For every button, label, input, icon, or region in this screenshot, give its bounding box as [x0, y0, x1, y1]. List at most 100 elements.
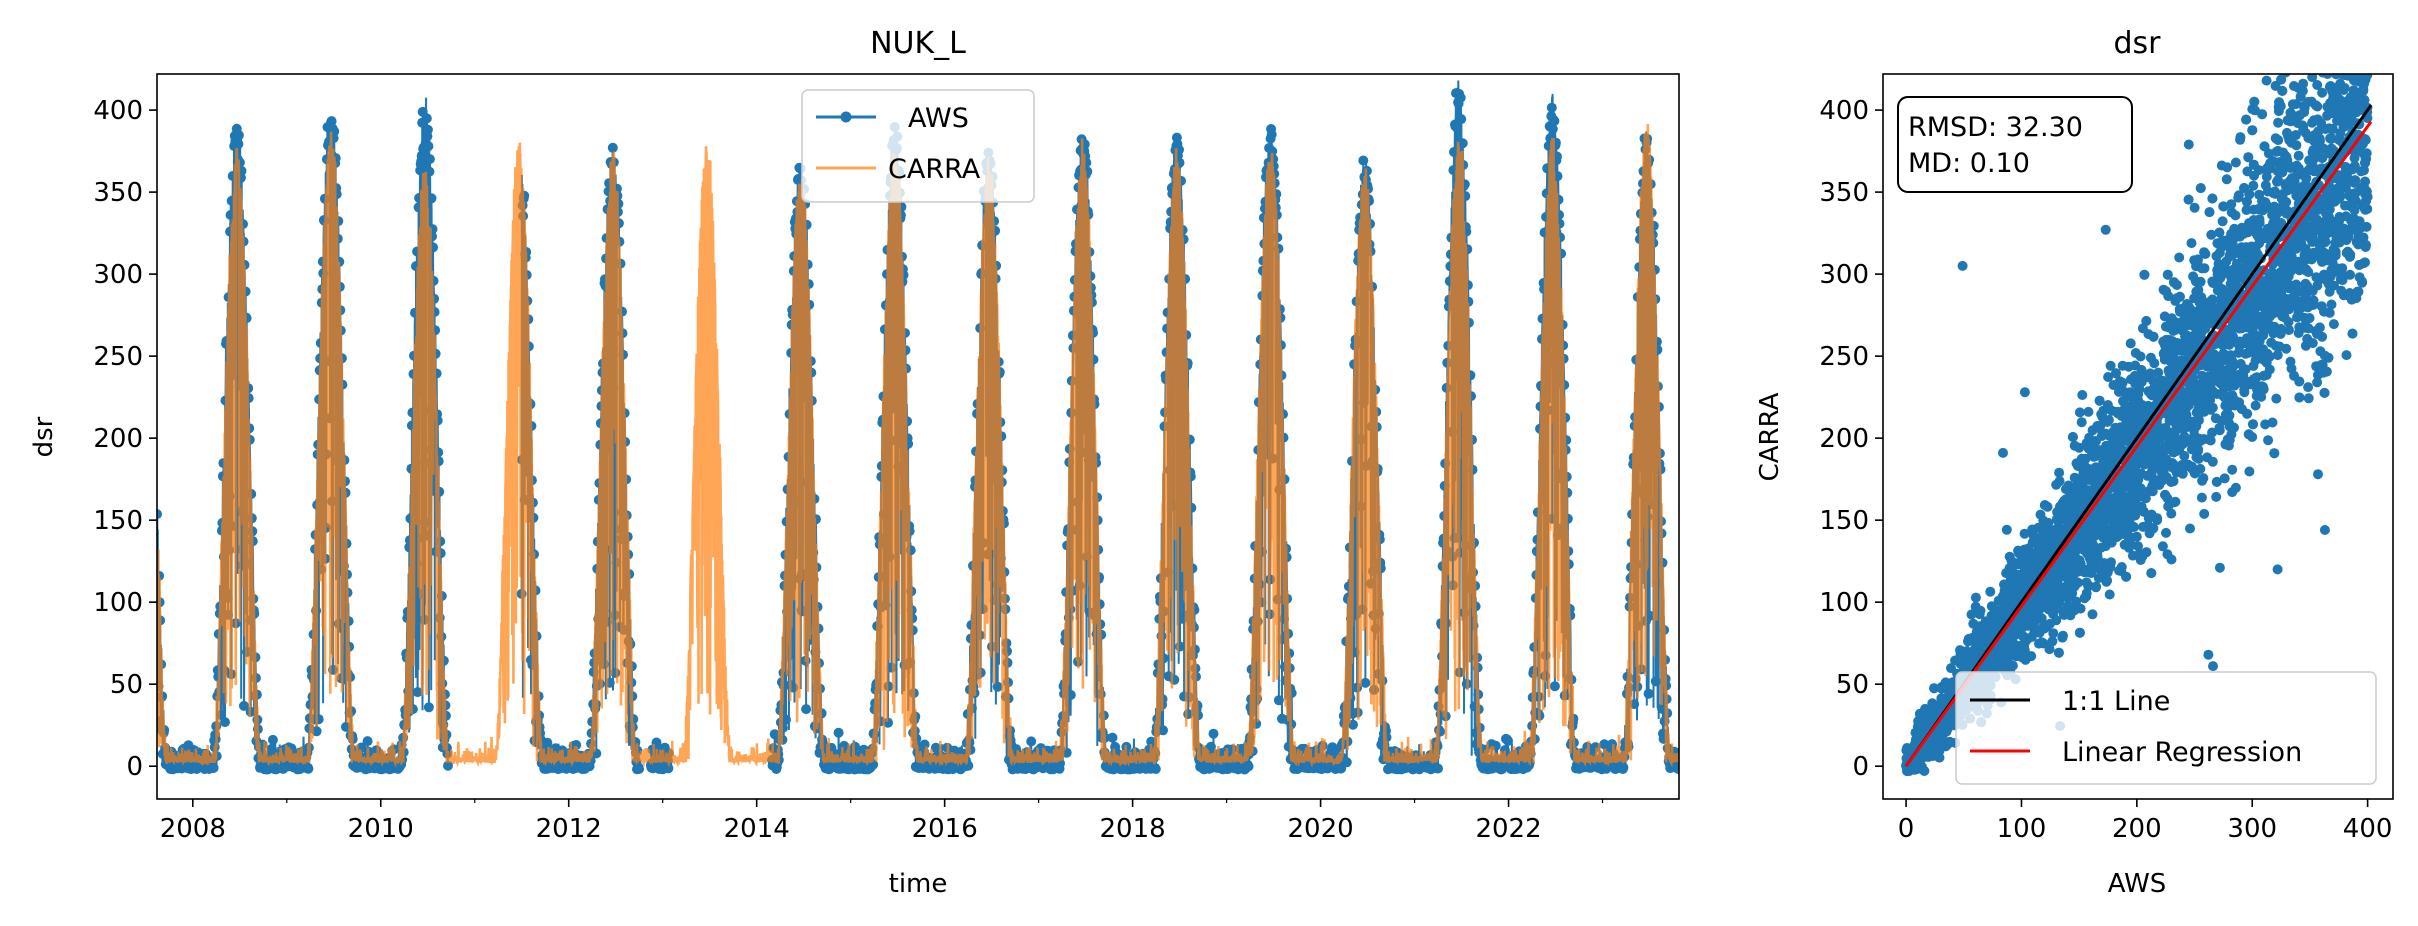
scatter-point: [2273, 175, 2283, 185]
aws-point: [220, 717, 230, 728]
aws-point: [412, 687, 423, 698]
aws-point: [1433, 763, 1443, 774]
scatter-point: [2345, 58, 2355, 68]
scatter-point: [2332, 12, 2342, 22]
scatter-point: [2035, 509, 2046, 520]
scatter-point: [2345, 54, 2355, 64]
left-x-tick-label: 2018: [1100, 814, 1166, 844]
scatter-point: [2196, 492, 2207, 503]
scatter-point: [2315, 10, 2325, 20]
scatter-point: [2328, 24, 2338, 34]
legend-aws-label: AWS: [908, 103, 969, 134]
scatter-point: [2239, 387, 2250, 398]
scatter-point: [2174, 252, 2185, 263]
scatter-point: [2350, 52, 2360, 62]
scatter-point: [2359, 60, 2369, 70]
scatter-point: [2353, 51, 2363, 61]
scatter-point: [2324, 0, 2334, 4]
scatter-point: [2158, 466, 2169, 477]
scatter-point: [2351, 57, 2361, 67]
time-series-plot-area: [157, 80, 1679, 775]
scatter-point: [2157, 541, 2168, 552]
scatter-point: [2230, 157, 2241, 168]
aws-point: [833, 727, 844, 738]
aws-point: [663, 763, 674, 774]
scatter-point: [2360, 15, 2370, 25]
left-x-tick-label: 2020: [1287, 814, 1353, 844]
scatter-point: [2356, 14, 2366, 24]
scatter-point: [2104, 589, 2115, 600]
aws-point: [1107, 732, 1118, 743]
aws-point: [1026, 736, 1037, 747]
scatter-point: [2319, 50, 2329, 60]
aws-point: [1273, 695, 1284, 706]
aws-point: [313, 714, 324, 725]
scatter-point: [2148, 523, 2159, 534]
aws-point: [571, 740, 582, 750]
scatter-point: [2353, 12, 2363, 22]
scatter-point: [2345, 54, 2355, 64]
scatter-point: [2356, 15, 2366, 25]
left-x-ticks: 2008 2010 2012 2014 2016 2018 2020 2022: [160, 799, 1604, 844]
scatter-point: [2076, 417, 2087, 428]
left-x-tick-label: 2012: [536, 814, 602, 844]
aws-point: [781, 714, 791, 725]
scatter-point: [2261, 75, 2272, 86]
scatter-point: [2202, 452, 2213, 463]
scatter-point: [2352, 19, 2362, 29]
left-y-axis-label: dsr: [29, 416, 59, 457]
scatter-point: [2346, 37, 2356, 47]
scatter-point: [2306, 0, 2316, 7]
aws-point: [233, 139, 244, 149]
aws-point: [1650, 676, 1661, 687]
left-y-tick-label: 400: [93, 96, 143, 126]
aws-point: [424, 154, 435, 165]
left-x-axis-label: time: [889, 869, 948, 899]
scatter-point: [2298, 78, 2309, 89]
aws-point: [326, 116, 337, 127]
aws-point: [634, 764, 644, 774]
aws-point: [239, 700, 249, 711]
aws-point: [362, 736, 373, 747]
aws-point: [1643, 688, 1654, 699]
scatter-point: [2347, 58, 2357, 68]
aws-point: [423, 702, 434, 713]
scatter-point: [2338, 34, 2348, 44]
scatter-point: [2312, 80, 2323, 90]
scatter-point: [2335, 24, 2345, 34]
scatter-point: [2054, 467, 2065, 478]
aws-point: [157, 509, 162, 520]
scatter-point: [2125, 338, 2136, 349]
scatter-point: [2248, 180, 2259, 191]
legend-carra-label: CARRA: [888, 154, 981, 185]
scatter-point: [2074, 407, 2085, 418]
aws-point: [421, 113, 432, 124]
right-chart-title: dsr: [2113, 26, 2161, 61]
aws-point: [422, 124, 433, 135]
aws-point: [1243, 761, 1254, 772]
left-y-tick-label: 350: [93, 178, 143, 208]
left-y-tick-label: 250: [93, 342, 143, 372]
scatter-point: [2328, 319, 2339, 330]
scatter-point: [2222, 162, 2233, 173]
scatter-point: [2337, 31, 2347, 41]
aws-point: [1266, 129, 1277, 140]
aws-point: [1360, 677, 1371, 688]
scatter-point: [2336, 31, 2346, 41]
scatter-point: [2333, 74, 2338, 75]
aws-point: [1341, 757, 1352, 768]
left-x-tick-label: 2010: [348, 814, 414, 844]
scatter-point: [2337, 29, 2347, 39]
scatter-point: [2161, 527, 2171, 538]
left-x-tick-label: 2014: [724, 814, 790, 844]
scatter-point: [2339, 7, 2349, 17]
aws-point: [919, 739, 930, 750]
left-y-tick-label: 100: [93, 588, 143, 618]
scatter-point: [2260, 419, 2271, 430]
scatter-point: [2341, 50, 2351, 60]
scatter-point: [2270, 38, 2280, 48]
